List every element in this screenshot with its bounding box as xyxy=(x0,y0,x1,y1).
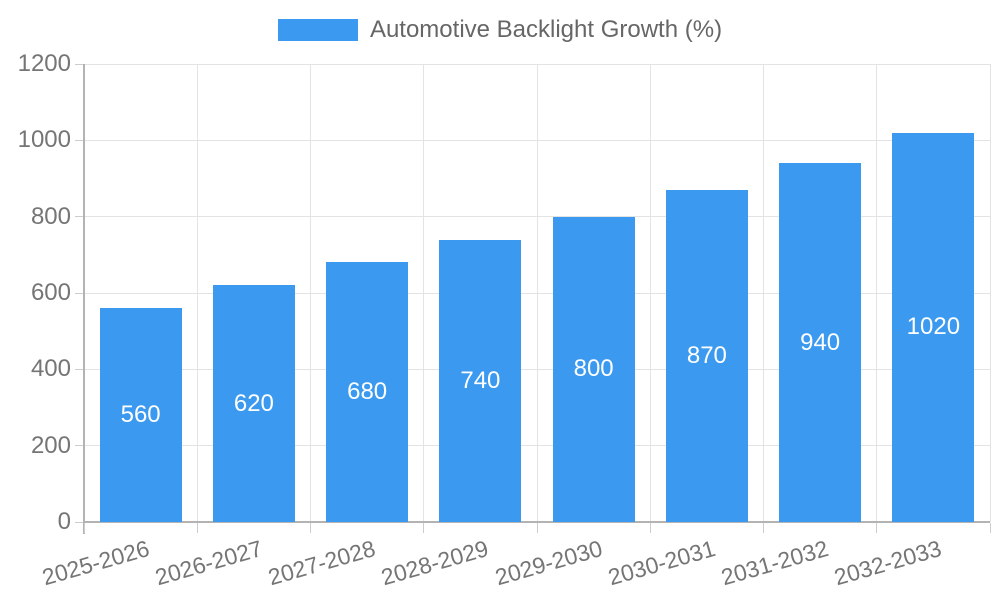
y-tick-mark xyxy=(75,292,84,294)
bar[interactable]: 620 xyxy=(212,285,295,522)
bar[interactable]: 740 xyxy=(439,239,522,522)
y-tick-label: 1200 xyxy=(17,50,71,77)
v-gridline xyxy=(196,64,198,522)
bar[interactable]: 800 xyxy=(552,216,635,522)
chart-legend[interactable]: Automotive Backlight Growth (%) xyxy=(0,16,1000,44)
y-tick-label: 800 xyxy=(30,202,71,230)
v-gridline xyxy=(310,64,311,522)
y-tick-mark xyxy=(75,521,84,523)
y-axis: 0 200 400 600 800 1000 1200 xyxy=(0,51,84,535)
bar-value-label: 620 xyxy=(233,389,274,417)
plot-area: 560 620 680 740 800 870 940 1020 xyxy=(83,63,991,534)
bar[interactable]: 560 xyxy=(99,308,182,522)
legend-label: Automotive Backlight Growth (%) xyxy=(369,16,723,43)
y-tick-label: 0 xyxy=(57,508,71,535)
y-tick-label: 200 xyxy=(30,431,71,459)
y-tick-label: 400 xyxy=(30,355,71,383)
x-axis: 2025-2026 2026-2027 2027-2028 2028-2029 2029… xyxy=(39,523,991,600)
v-gridline xyxy=(989,64,991,522)
bar[interactable]: 1020 xyxy=(892,132,975,522)
v-gridline xyxy=(763,64,764,522)
bar-value-label: 740 xyxy=(460,366,501,394)
bar-value-label: 800 xyxy=(573,355,614,383)
v-gridline xyxy=(423,64,425,522)
y-tick-mark xyxy=(75,216,84,218)
y-tick-mark xyxy=(75,368,84,370)
bar-value-label: 940 xyxy=(800,328,841,356)
y-tick-label: 1000 xyxy=(17,126,71,154)
y-axis-line xyxy=(83,64,85,534)
x-tick-mark xyxy=(649,523,651,533)
x-tick-mark xyxy=(83,523,85,533)
x-tick-label: 2025-2026 xyxy=(38,535,152,591)
bar-value-label: 680 xyxy=(347,378,388,406)
bar-value-label: 870 xyxy=(686,341,727,369)
v-gridline xyxy=(876,64,878,522)
bar-value-label: 1020 xyxy=(906,313,961,341)
x-tick-mark xyxy=(423,523,425,533)
bar-value-label: 560 xyxy=(120,401,161,429)
y-tick-label: 600 xyxy=(30,279,71,306)
v-gridline xyxy=(536,64,538,522)
x-tick-label: 2029-2030 xyxy=(491,535,605,591)
x-tick-label: 2026-2027 xyxy=(152,535,266,591)
x-tick-label: 2028-2029 xyxy=(378,535,492,591)
x-axis-line xyxy=(83,521,990,523)
x-tick-label: 2032-2033 xyxy=(831,535,945,591)
legend-swatch-icon xyxy=(277,19,358,41)
v-gridline xyxy=(649,64,651,522)
x-tick-mark xyxy=(196,523,198,533)
x-tick-mark xyxy=(989,523,991,533)
x-tick-label: 2027-2028 xyxy=(265,535,379,591)
x-tick-mark xyxy=(763,523,764,533)
y-tick-mark xyxy=(75,63,84,65)
x-tick-label: 2031-2032 xyxy=(718,535,832,591)
x-tick-label: 2030-2031 xyxy=(605,535,719,591)
x-tick-mark xyxy=(876,523,878,533)
y-tick-mark xyxy=(75,139,84,141)
y-tick-mark xyxy=(75,445,84,447)
x-tick-mark xyxy=(536,523,538,533)
bar[interactable]: 870 xyxy=(665,189,748,522)
bar[interactable]: 680 xyxy=(326,262,409,522)
bar[interactable]: 940 xyxy=(779,163,862,522)
x-tick-mark xyxy=(310,523,311,533)
